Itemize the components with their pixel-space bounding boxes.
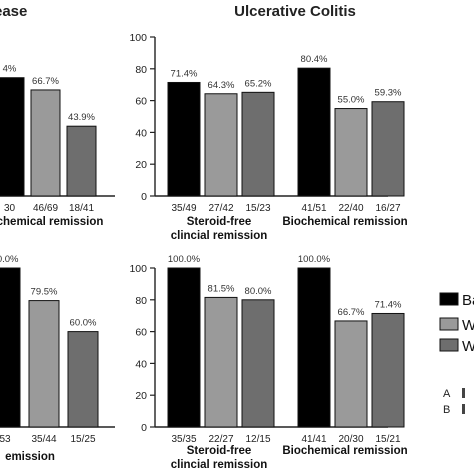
chart-top-left: 4% 30 66.7% 46/69 43.9% 18/41 chemical remissi… — [0, 64, 115, 228]
bar — [66, 125, 97, 197]
bar-fraction-label: 22/40 — [338, 203, 363, 214]
bar-fraction-label: 16/27 — [375, 203, 400, 214]
y-tick-label: 60 — [135, 327, 147, 339]
group-label: Steroid-free clincial remission — [171, 445, 268, 471]
bar-percent-label: 79.5% — [31, 287, 58, 298]
bar-fraction-label: 22/27 — [208, 434, 233, 445]
bar — [334, 108, 368, 197]
group-label: chemical remission — [0, 216, 103, 228]
bar-percent-label: 100.0% — [168, 254, 201, 265]
bar — [297, 267, 331, 428]
bar — [67, 331, 99, 428]
bar-percent-label: 66.7% — [338, 307, 365, 318]
bar-percent-label: 43.9% — [68, 112, 95, 123]
bar-percent-label: 71.4% — [375, 299, 402, 310]
bar-fraction-label: 15/21 — [375, 434, 400, 445]
bar-fraction-label: 20/30 — [338, 434, 363, 445]
y-tick-label: 40 — [135, 127, 147, 139]
bar — [204, 93, 238, 197]
bar-fraction-label: 15/25 — [70, 434, 95, 445]
bar — [0, 77, 25, 197]
group-label: Biochemical remission — [282, 216, 407, 228]
bar — [241, 91, 275, 197]
chart-top-right: 0 20 40 60 80 100 71.4% 35/49 64.3% 27/42 65.2% 15/… — [129, 32, 407, 242]
y-tick-label: 100 — [129, 32, 147, 44]
bar-percent-label: 71.4% — [171, 68, 198, 79]
bar — [241, 299, 275, 428]
y-tick-label: 0 — [141, 422, 147, 434]
legend: Ba WW AB — [439, 292, 474, 416]
y-tick-label: 0 — [141, 191, 147, 203]
legend-swatch — [439, 317, 459, 331]
footnote-marker — [462, 388, 465, 398]
bar — [167, 81, 201, 197]
bar-fraction-label: 15/23 — [245, 203, 270, 214]
bar-percent-label: 81.5% — [208, 283, 235, 294]
footnote-letter: B — [443, 404, 450, 416]
chart-bottom-right: 0 20 40 60 80 100 100.0% 35/35 81.5% 22/27 80.0% 12… — [129, 254, 407, 471]
bar — [167, 267, 201, 428]
bar-fraction-label: 46/69 — [33, 203, 58, 214]
left-panel-title: ease — [0, 3, 27, 20]
footnote-marker — [462, 404, 465, 414]
bar-fraction-label: 35/35 — [171, 434, 196, 445]
y-tick-label: 20 — [135, 159, 147, 171]
bar-fraction-label: 27/42 — [208, 203, 233, 214]
legend-label: Ba — [462, 292, 474, 309]
bar-percent-label: 64.3% — [208, 80, 235, 91]
bar-fraction-label: 53 — [0, 434, 11, 445]
group-label: Biochemical remission — [282, 445, 407, 457]
y-tick-label: 100 — [129, 263, 147, 275]
charts-layer: 4% 30 66.7% 46/69 43.9% 18/41 chemical remissi… — [0, 32, 408, 471]
legend-label: W — [462, 338, 474, 355]
legend-swatch — [439, 338, 459, 352]
bar — [28, 300, 60, 428]
bar-percent-label: 66.7% — [32, 76, 59, 87]
bar-fraction-label: 12/15 — [245, 434, 270, 445]
bar-percent-label: 65.2% — [245, 78, 272, 89]
y-tick-label: 80 — [135, 295, 147, 307]
bar — [204, 296, 238, 428]
bar — [30, 89, 61, 197]
bar-percent-label: 60.0% — [70, 318, 97, 329]
bar — [297, 67, 331, 197]
bar-percent-label: 4% — [3, 64, 17, 75]
bar-percent-label: 59.3% — [375, 88, 402, 99]
y-tick-label: 40 — [135, 358, 147, 370]
footnote-letter: A — [443, 388, 451, 400]
bar — [371, 101, 405, 197]
bar-percent-label: 80.0% — [245, 286, 272, 297]
legend-swatch — [439, 292, 459, 306]
bar-fraction-label: 41/41 — [301, 434, 326, 445]
bar-fraction-label: 35/44 — [31, 434, 56, 445]
bar-fraction-label: 41/51 — [301, 203, 326, 214]
y-tick-label: 80 — [135, 64, 147, 76]
bar — [334, 320, 368, 428]
bar-percent-label: 55.0% — [338, 95, 365, 106]
bar-percent-label: 80.4% — [301, 54, 328, 65]
group-label: Steroid-free clincial remission — [171, 216, 268, 242]
bar-fraction-label: 30 — [4, 203, 16, 214]
chart-bottom-left: 00.0% 53 79.5% 35/44 60.0% 15/25 emission — [0, 254, 115, 463]
bar-fraction-label: 18/41 — [69, 203, 94, 214]
bar-percent-label: 100.0% — [298, 254, 331, 265]
legend-label: W — [462, 317, 474, 334]
bar-fraction-label: 35/49 — [171, 203, 196, 214]
group-label: emission — [5, 451, 55, 463]
right-panel-title: Ulcerative Colitis — [234, 3, 356, 20]
bar — [371, 312, 405, 428]
bar — [0, 267, 21, 428]
y-tick-label: 20 — [135, 390, 147, 402]
bar-percent-label: 00.0% — [0, 254, 19, 265]
y-tick-label: 60 — [135, 96, 147, 108]
